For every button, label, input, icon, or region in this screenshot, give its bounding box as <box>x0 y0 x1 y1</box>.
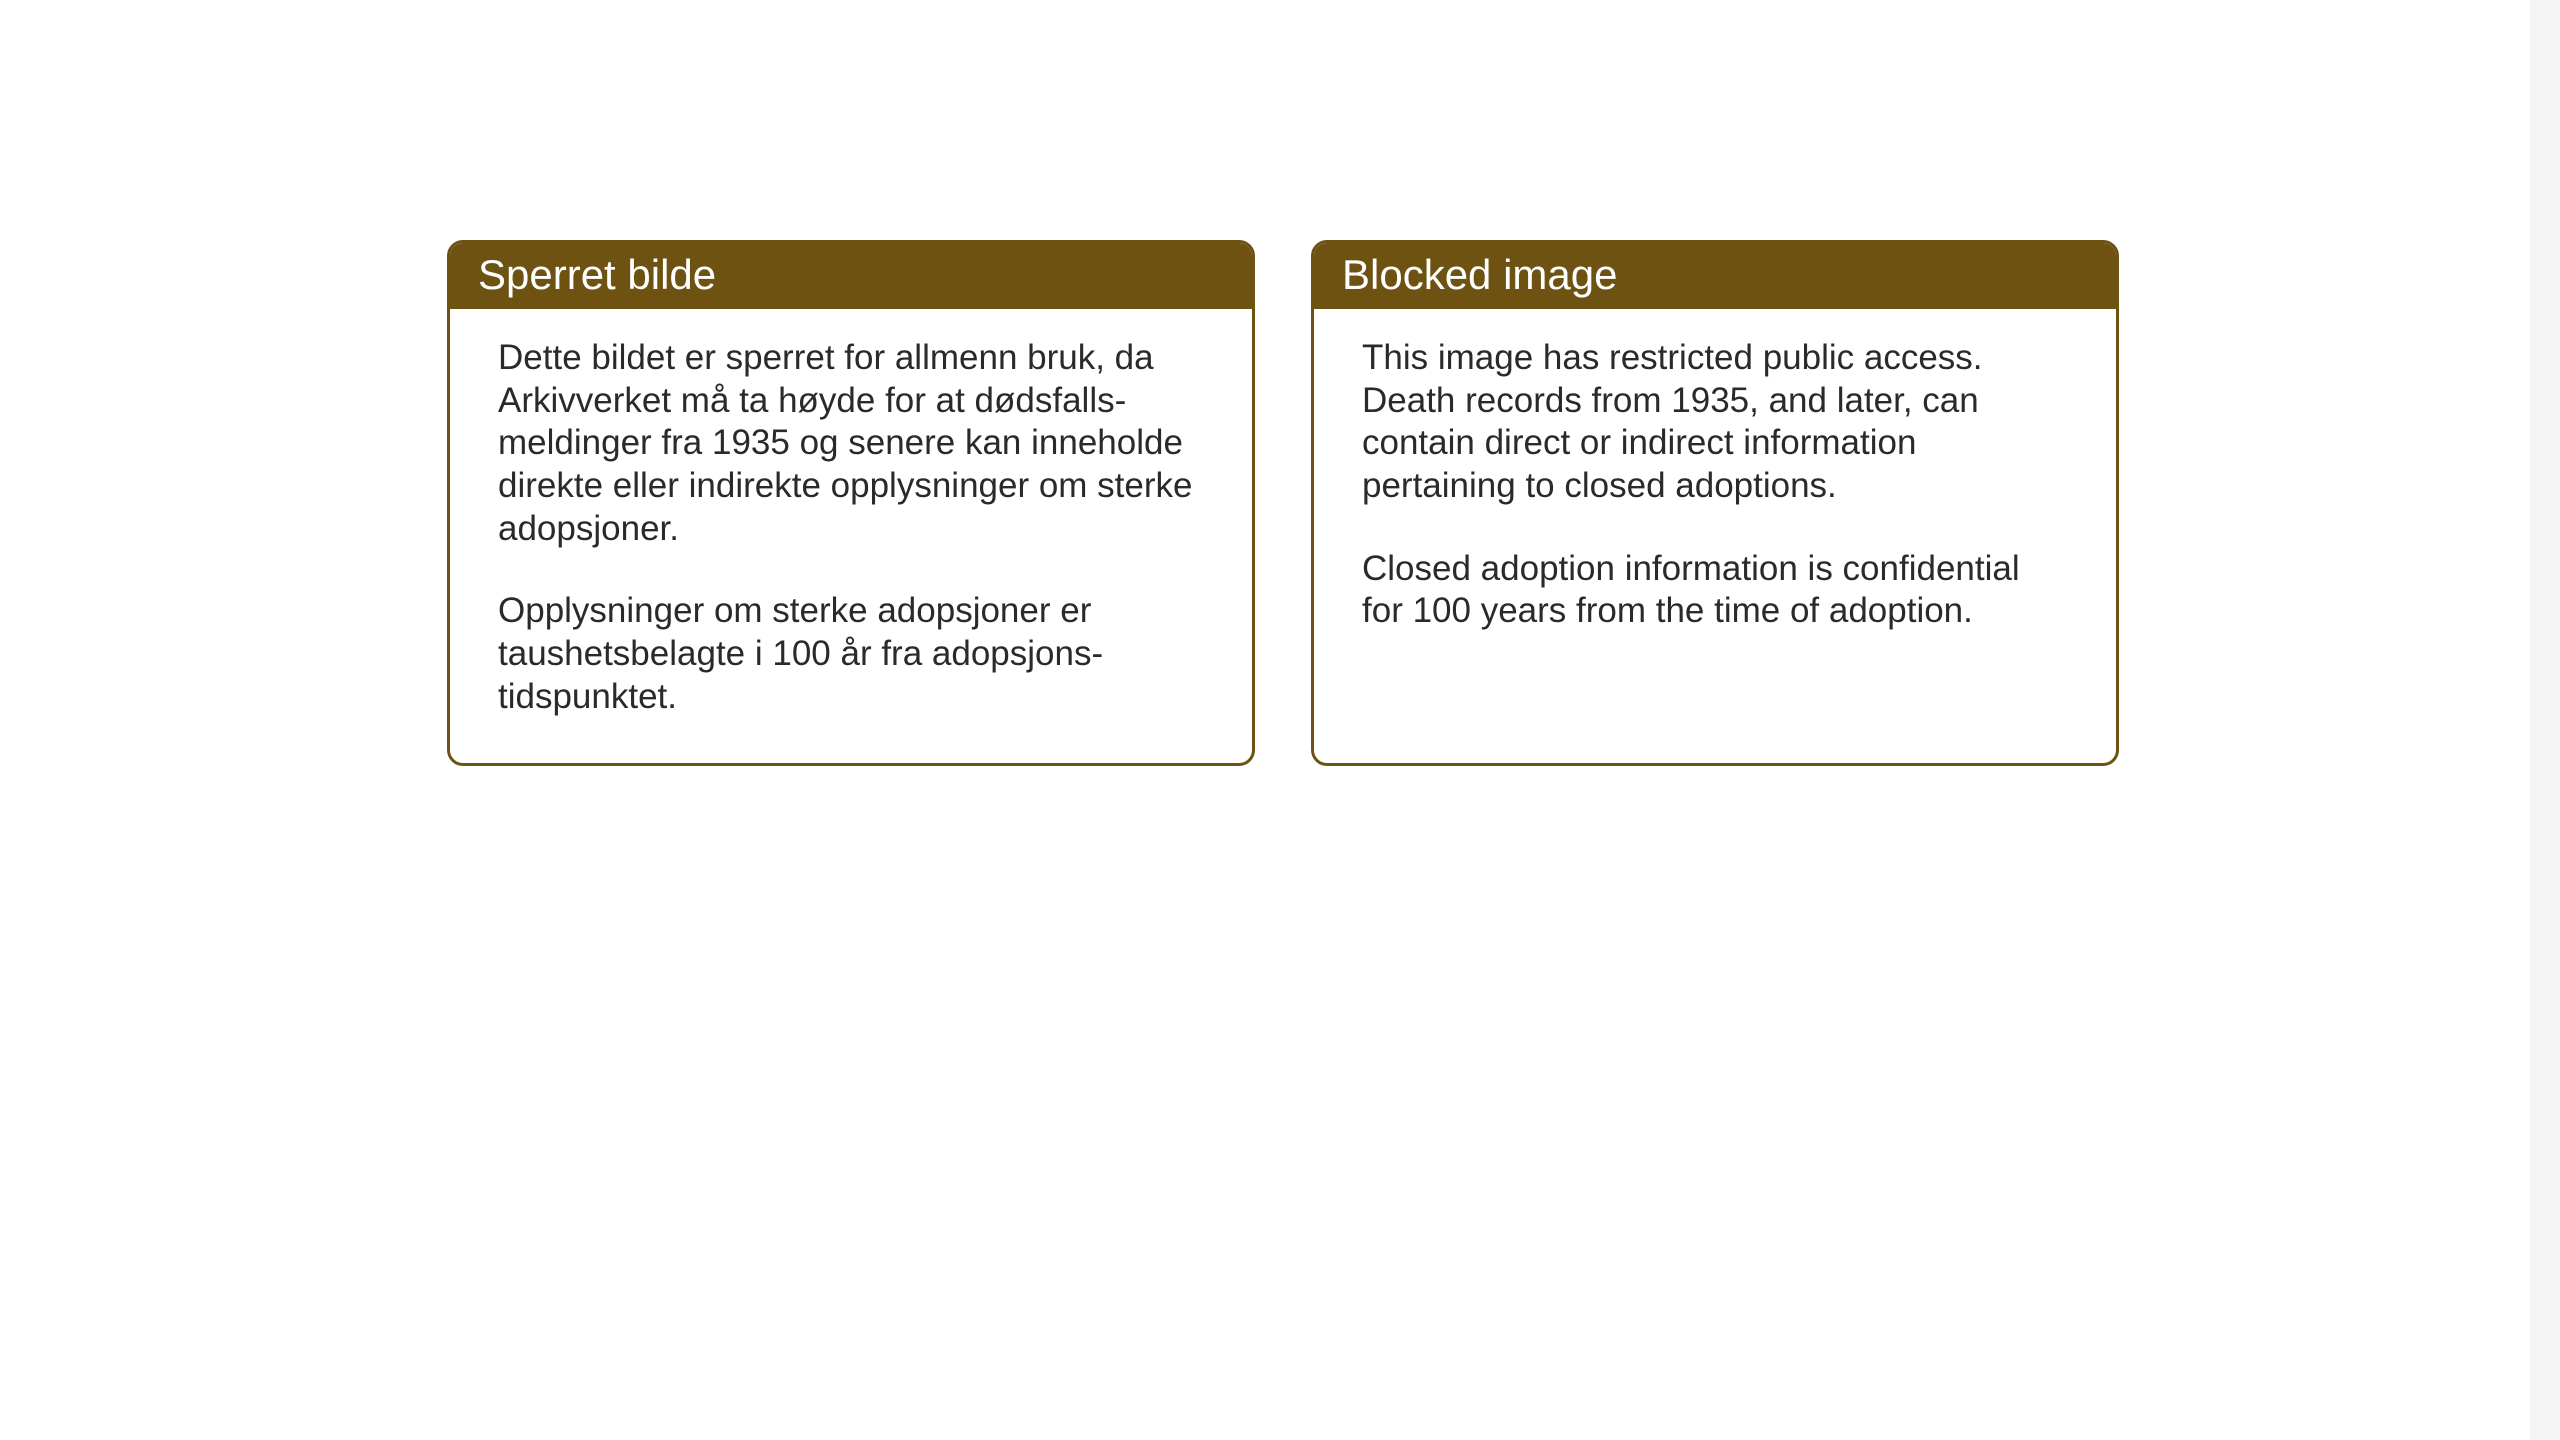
scrollbar-track[interactable] <box>2530 0 2560 1440</box>
english-card-title: Blocked image <box>1314 243 2116 309</box>
norwegian-card-body: Dette bildet er sperret for allmenn bruk… <box>450 309 1252 763</box>
norwegian-paragraph-1: Dette bildet er sperret for allmenn bruk… <box>498 337 1204 550</box>
english-notice-card: Blocked image This image has restricted … <box>1311 240 2119 766</box>
english-paragraph-2: Closed adoption information is confident… <box>1362 548 2068 633</box>
norwegian-card-title: Sperret bilde <box>450 243 1252 309</box>
english-card-body: This image has restricted public access.… <box>1314 309 2116 677</box>
norwegian-notice-card: Sperret bilde Dette bildet er sperret fo… <box>447 240 1255 766</box>
notice-container: Sperret bilde Dette bildet er sperret fo… <box>447 240 2119 766</box>
norwegian-paragraph-2: Opplysninger om sterke adopsjoner er tau… <box>498 590 1204 718</box>
english-paragraph-1: This image has restricted public access.… <box>1362 337 2068 508</box>
